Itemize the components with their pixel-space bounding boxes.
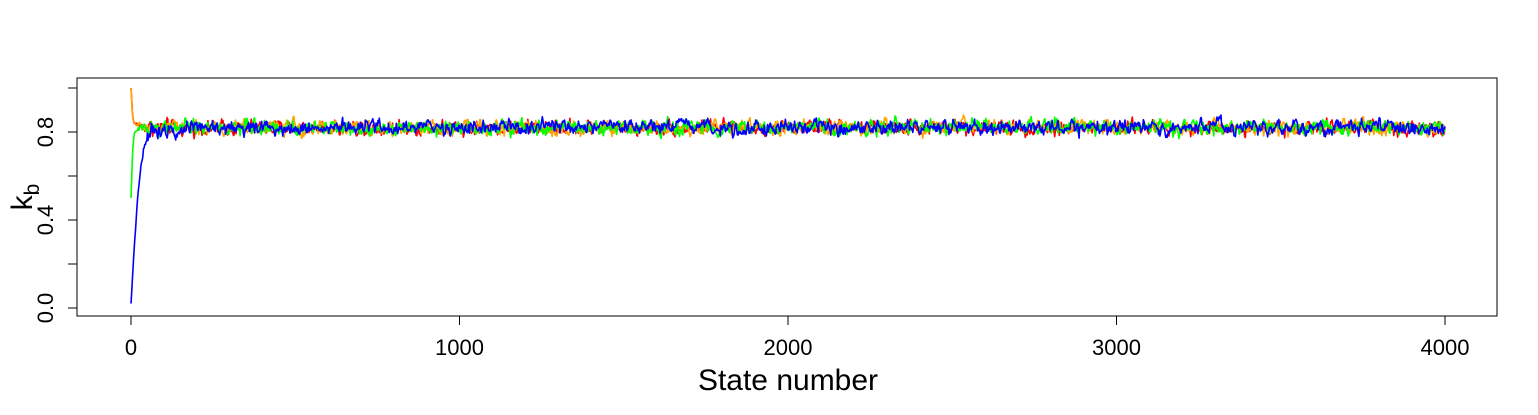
y-axis-title-main: k: [6, 194, 39, 210]
x-axis-title: State number: [698, 364, 878, 397]
y-tick-label: 0.4: [33, 205, 58, 236]
y-tick-label: 0.8: [33, 117, 58, 148]
x-tick-label: 2000: [764, 335, 813, 360]
x-axis: 0 1000 2000 3000 4000: [125, 315, 1470, 360]
x-tick-label: 1000: [435, 335, 484, 360]
series-line-4: [130, 114, 1446, 304]
y-tick-label: 0.0: [33, 293, 58, 324]
x-tick-label: 4000: [1421, 335, 1470, 360]
series-layer: [130, 87, 1446, 304]
y-axis-title: kb: [6, 184, 44, 211]
y-axis-title-subscript: b: [21, 184, 44, 196]
plot-frame: [76, 77, 1498, 317]
x-tick-label: 0: [125, 335, 137, 360]
y-axis: 0.0 0.4 0.8: [33, 87, 78, 324]
x-tick-label: 3000: [1092, 335, 1141, 360]
